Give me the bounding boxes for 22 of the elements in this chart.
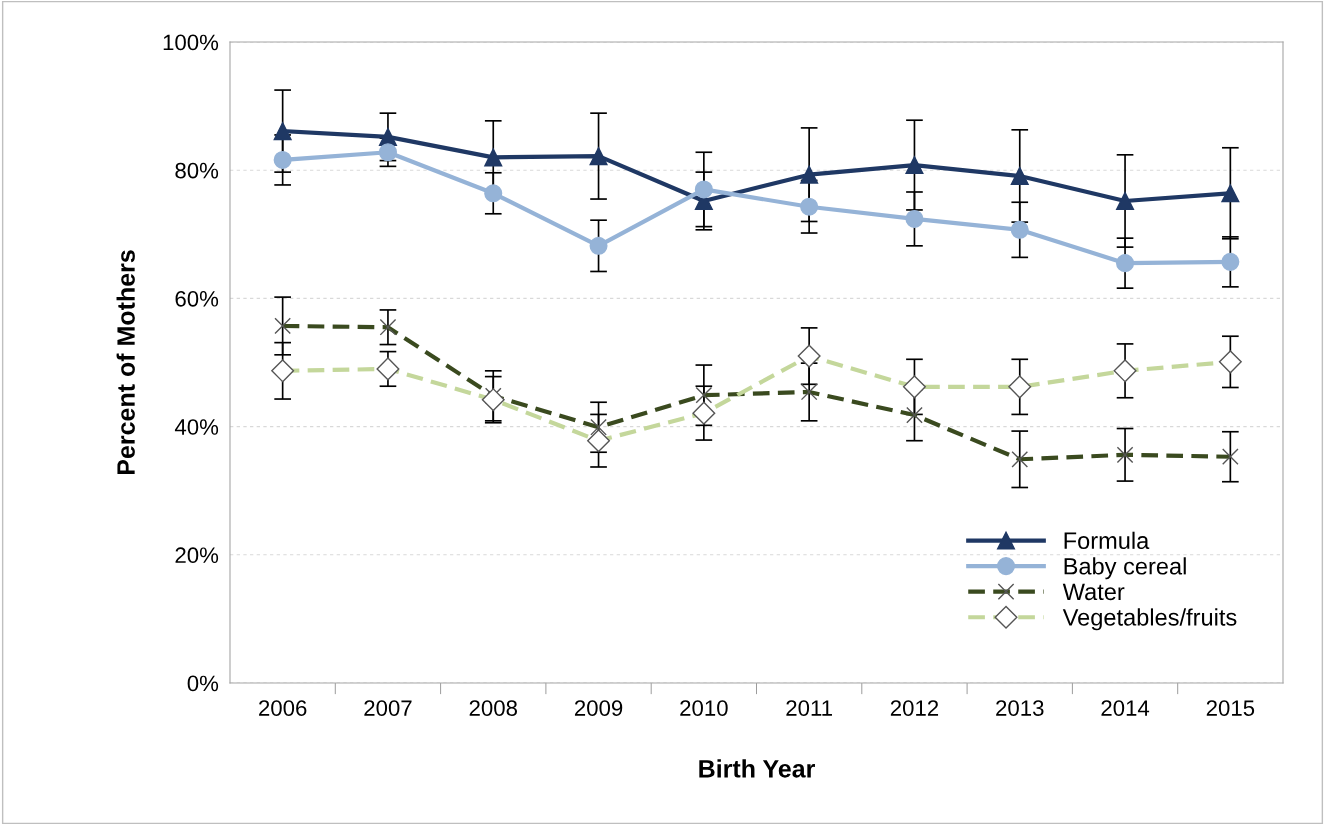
x-tick-label: 2013 — [996, 700, 1044, 716]
x-tick-label: 2008 — [469, 700, 517, 716]
x-tick-label: 2011 — [786, 700, 832, 716]
legend-label: Formula — [1064, 531, 1150, 550]
y-tick-label: 20% — [175, 547, 219, 564]
y-tick-label: 0% — [187, 675, 219, 692]
x-tick-label: 2006 — [259, 700, 307, 716]
x-tick-label: 2007 — [364, 700, 412, 716]
x-tick-label: 2015 — [1206, 700, 1255, 716]
legend-label: Water — [1062, 583, 1125, 601]
legend-label: Vegetables/fruits — [1062, 608, 1237, 631]
x-axis-title: Birth Year — [699, 759, 815, 778]
y-tick-label: 80% — [175, 162, 219, 179]
x-tick-label: 2012 — [890, 700, 939, 716]
x-tick-label: 2014 — [1101, 700, 1150, 716]
x-tick-label: 2010 — [680, 700, 728, 716]
x-tick-label: 2009 — [574, 700, 623, 716]
legend-label: Baby cereal — [1064, 557, 1186, 580]
y-axis-title: Percent of Mothers — [116, 250, 135, 475]
y-tick-label: 60% — [175, 290, 219, 307]
y-tick-label: 100% — [163, 34, 219, 51]
y-tick-label: 40% — [174, 419, 219, 435]
